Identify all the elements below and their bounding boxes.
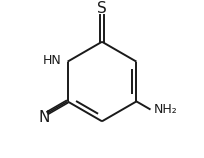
Text: NH₂: NH₂ xyxy=(153,103,177,115)
Text: HN: HN xyxy=(43,54,61,67)
Text: N: N xyxy=(38,110,50,125)
Text: S: S xyxy=(97,1,107,16)
